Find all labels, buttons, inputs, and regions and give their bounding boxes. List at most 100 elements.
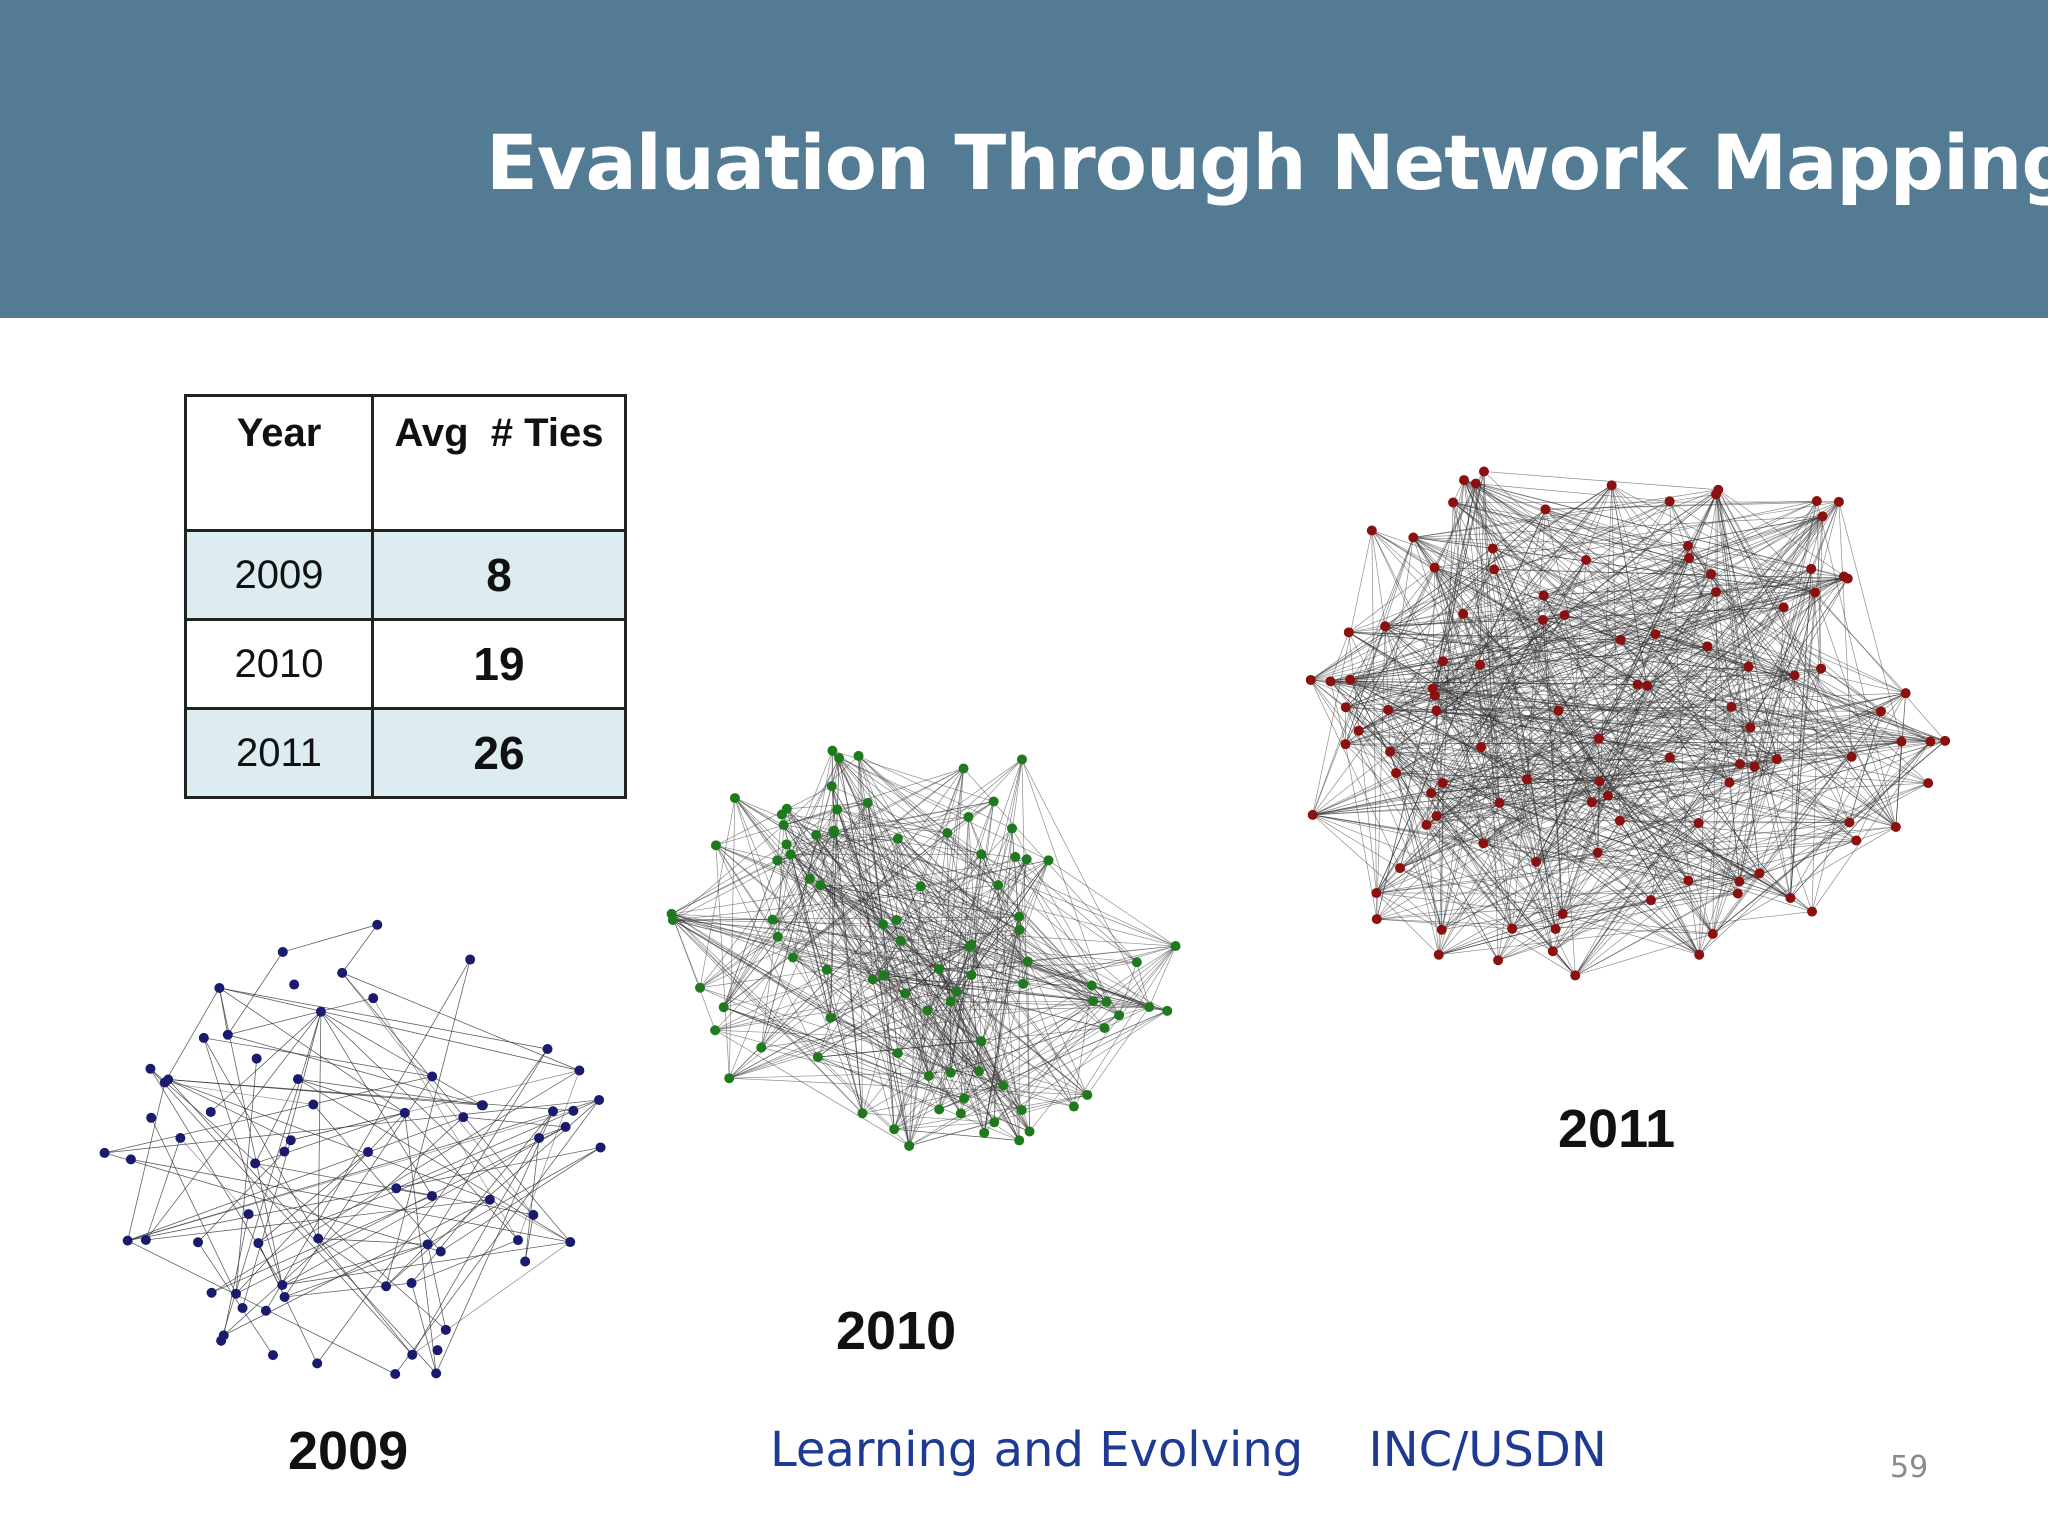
network-edge	[1463, 479, 1559, 711]
network-node	[292, 1074, 303, 1085]
network-edge	[1345, 668, 1822, 708]
network-edge	[1598, 738, 1896, 828]
network-edge	[1462, 485, 1612, 615]
network-edge	[983, 859, 1028, 1133]
network-node	[1553, 705, 1564, 716]
network-edge	[1073, 945, 1176, 1107]
network-edge	[1350, 645, 1708, 681]
slide-title: Evaluation Through Network Mapping	[486, 118, 2048, 207]
network-edge	[127, 1082, 166, 1241]
network-edge	[858, 755, 1107, 1003]
network-edge	[1387, 709, 1760, 874]
network-edge	[1463, 479, 1638, 685]
network-edge	[1395, 772, 1620, 822]
network-edge	[1432, 483, 1477, 689]
network-node	[1487, 543, 1498, 554]
network-node	[1614, 815, 1625, 826]
network-edge	[1562, 500, 1818, 915]
network-node	[951, 986, 962, 997]
network-edge	[836, 809, 962, 1114]
network-node	[1538, 590, 1549, 601]
network-edge	[211, 1195, 433, 1294]
network-edge	[145, 1011, 322, 1241]
network-edge	[1715, 494, 1853, 757]
network-edge	[837, 809, 948, 834]
network-node	[862, 797, 873, 808]
network-edge	[715, 1029, 1022, 1111]
network-node	[1018, 978, 1029, 989]
network-edge	[435, 1111, 554, 1374]
network-edge	[776, 860, 831, 1018]
network-node	[560, 1121, 571, 1132]
network-edge	[1312, 537, 1414, 815]
network-node	[718, 1002, 729, 1013]
network-edge	[145, 1199, 490, 1241]
network-edge	[1376, 675, 1795, 894]
network-node	[1431, 811, 1442, 822]
network-node	[1474, 659, 1485, 670]
network-edge	[1426, 661, 1444, 825]
network-node	[427, 1190, 438, 1201]
network-edge	[1564, 494, 1717, 616]
network-edge	[671, 913, 1176, 947]
network-edge	[320, 1011, 483, 1106]
network-edge	[1148, 945, 1176, 1008]
network-node	[857, 1108, 868, 1119]
network-edge	[1119, 1006, 1150, 1016]
network-edge	[777, 936, 899, 1054]
network-edge	[1483, 666, 1749, 844]
network-node	[1925, 736, 1936, 747]
network-node	[1550, 923, 1561, 934]
network-node	[778, 819, 789, 830]
network-edge	[255, 1112, 405, 1164]
network-edge	[837, 802, 868, 810]
network-edge	[1463, 479, 1902, 742]
network-edge	[1543, 595, 1564, 914]
network-edge	[790, 757, 840, 855]
network-edge	[211, 1070, 580, 1294]
network-edge	[1376, 626, 1386, 920]
network-edge	[1611, 485, 1816, 593]
network-edge	[938, 961, 1137, 970]
network-node	[1068, 1101, 1079, 1112]
network-node	[250, 1158, 261, 1169]
network-node	[528, 1209, 539, 1220]
network-edge	[1441, 591, 1717, 930]
network-edge	[150, 1068, 447, 1331]
network-edge	[341, 972, 571, 1243]
network-edge	[255, 1162, 433, 1197]
network-edge	[1759, 668, 1822, 874]
network-edge	[1810, 568, 1822, 669]
network-edge	[1384, 625, 1481, 666]
network-edge	[104, 1099, 600, 1154]
network-edge	[297, 1078, 571, 1243]
network-edge	[1358, 730, 1740, 882]
network-node	[1771, 754, 1782, 765]
network-edge	[1376, 501, 1670, 920]
network-edge	[672, 919, 884, 925]
network-edge	[1376, 892, 1440, 956]
network-node	[1340, 702, 1351, 713]
network-edge	[1442, 660, 1751, 728]
network-edge	[836, 809, 930, 1077]
network-node	[237, 1302, 248, 1313]
network-node	[140, 1234, 151, 1245]
network-edge	[317, 1238, 413, 1355]
network-node	[900, 988, 911, 999]
network-edge	[223, 1116, 464, 1336]
network-edge	[1399, 757, 1670, 869]
network-edge	[909, 1010, 1168, 1147]
network-edge	[671, 830, 835, 915]
network-node	[1489, 564, 1500, 575]
network-edge	[1345, 743, 1598, 854]
network-node	[1806, 563, 1817, 574]
network-edge	[1790, 692, 1906, 899]
network-edge	[1669, 501, 1689, 881]
network-edge	[715, 845, 821, 886]
network-edge	[1811, 516, 1823, 912]
network-edge	[1586, 516, 1823, 561]
network-edge	[1330, 681, 1857, 841]
network-edge	[1790, 675, 1795, 898]
network-node	[1325, 676, 1336, 687]
network-edge	[908, 832, 948, 1146]
